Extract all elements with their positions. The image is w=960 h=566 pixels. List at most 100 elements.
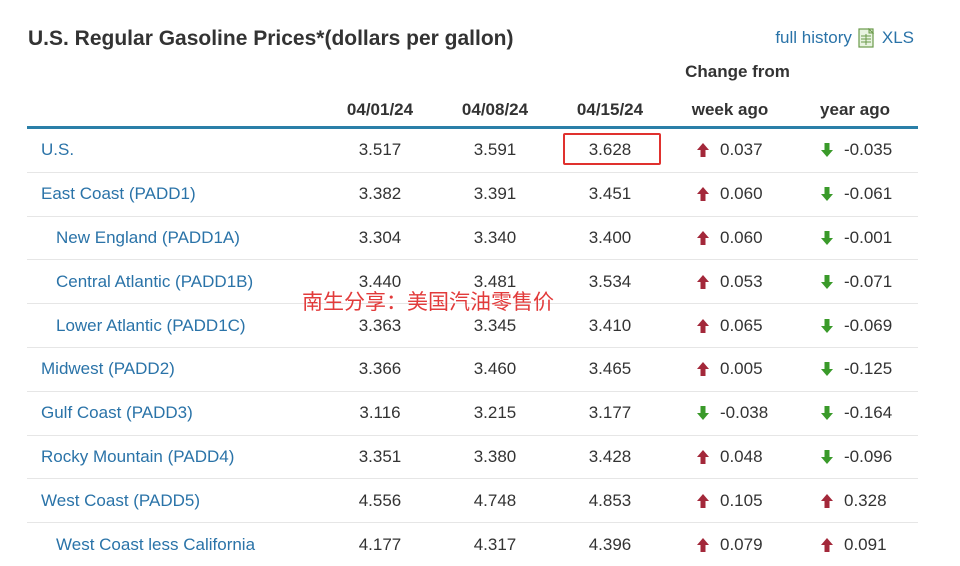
arrow-down-icon	[821, 318, 833, 333]
date-header-2: 04/08/24	[461, 100, 529, 119]
change-from-header: Change from	[685, 62, 790, 81]
arrow-up-icon	[821, 493, 833, 508]
week-change-cell: 0.060	[696, 217, 763, 260]
table-body: U.S. 3.517 3.591 3.628 0.037 -0.035 East Coast…	[27, 129, 918, 566]
week-change-value: 0.060	[720, 227, 763, 247]
price-cell: 3.534	[588, 271, 632, 291]
arrow-up-icon	[697, 537, 709, 552]
price-cell: 3.428	[588, 446, 632, 466]
arrow-down-icon	[821, 187, 833, 202]
date-header-1: 04/01/24	[346, 100, 414, 119]
table-row: West Coast less California 4.177 4.317 4.39…	[27, 523, 918, 566]
arrow-up-icon	[697, 187, 709, 202]
price-cell: 3.440	[358, 271, 402, 291]
arrow-up-icon	[697, 274, 709, 289]
price-cell: 3.451	[588, 184, 632, 204]
region-name-link[interactable]: Midwest (PADD2)	[41, 359, 175, 379]
xls-link[interactable]: XLS	[881, 28, 914, 47]
price-cell: 3.380	[473, 446, 517, 466]
week-change-cell: 0.065	[696, 304, 763, 347]
price-cell: 3.628	[588, 140, 632, 160]
arrow-down-icon	[821, 449, 833, 464]
region-name-link[interactable]: U.S.	[41, 140, 75, 160]
arrow-up-icon	[697, 143, 709, 158]
table-row: Gulf Coast (PADD3) 3.116 3.215 3.177 -0.038 -…	[27, 392, 918, 436]
price-cell: 4.748	[473, 490, 517, 510]
arrow-down-icon	[821, 406, 833, 421]
header-rule	[27, 126, 918, 129]
arrow-down-icon	[821, 362, 833, 377]
arrow-down-icon	[821, 274, 833, 289]
year-change-cell: -0.125	[820, 348, 892, 391]
week-change-value: -0.038	[720, 403, 769, 423]
arrow-down-icon	[697, 406, 709, 421]
price-cell: 3.382	[358, 184, 402, 204]
region-name-link[interactable]: West Coast less California	[56, 534, 256, 554]
arrow-up-icon	[697, 362, 709, 377]
page-title: U.S. Regular Gasoline Prices*(dollars pe…	[28, 27, 514, 50]
year-change-value: -0.071	[844, 271, 893, 291]
year-change-value: -0.125	[844, 359, 893, 379]
week-change-cell: 0.005	[696, 348, 763, 391]
week-change-value: 0.065	[720, 315, 763, 335]
year-change-cell: -0.035	[820, 129, 892, 172]
arrow-up-icon	[697, 449, 709, 464]
table-row: New England (PADD1A) 3.304 3.340 3.400 0.060…	[27, 217, 918, 261]
week-change-cell: 0.105	[696, 479, 763, 522]
region-name-link[interactable]: Gulf Coast (PADD3)	[41, 403, 193, 423]
region-name-link[interactable]: New England (PADD1A)	[56, 227, 240, 247]
region-name-link[interactable]: East Coast (PADD1)	[41, 184, 196, 204]
table-row: U.S. 3.517 3.591 3.628 0.037 -0.035	[27, 129, 918, 173]
price-cell: 3.517	[358, 140, 402, 160]
region-name-link[interactable]: Lower Atlantic (PADD1C)	[56, 315, 246, 335]
full-history-link[interactable]: full history	[775, 28, 852, 47]
week-change-cell: 0.060	[696, 173, 763, 216]
table-row: Rocky Mountain (PADD4) 3.351 3.380 3.428 0.0…	[27, 436, 918, 480]
price-cell: 3.345	[473, 315, 517, 335]
price-cell: 3.363	[358, 315, 402, 335]
price-cell: 3.481	[473, 271, 517, 291]
price-cell: 3.591	[473, 140, 517, 160]
week-change-cell: 0.037	[696, 129, 763, 172]
price-cell: 4.853	[588, 490, 632, 510]
date-header-3: 04/15/24	[576, 100, 644, 119]
highlight-box	[563, 133, 661, 165]
week-change-cell: 0.079	[696, 523, 763, 566]
week-change-value: 0.005	[720, 359, 763, 379]
price-cell: 3.116	[359, 403, 401, 423]
price-cell: 3.460	[473, 359, 517, 379]
table-row: Lower Atlantic (PADD1C) 3.363 3.345 3.410 0.…	[27, 304, 918, 348]
year-ago-header: year ago	[820, 100, 890, 119]
year-change-cell: -0.071	[820, 260, 892, 303]
year-change-cell: -0.061	[820, 173, 892, 216]
arrow-down-icon	[821, 230, 833, 245]
arrow-up-icon	[697, 318, 709, 333]
arrow-down-icon	[821, 143, 833, 158]
year-change-value: -0.069	[844, 315, 893, 335]
week-change-cell: 0.048	[696, 436, 763, 479]
year-change-value: -0.164	[844, 403, 893, 423]
price-cell: 4.317	[473, 534, 517, 554]
year-change-cell: 0.328	[820, 479, 887, 522]
arrow-up-icon	[697, 493, 709, 508]
spreadsheet-icon[interactable]	[858, 28, 876, 48]
price-cell: 3.366	[358, 359, 402, 379]
week-change-cell: -0.038	[696, 392, 768, 435]
year-change-cell: -0.069	[820, 304, 892, 347]
price-cell: 4.177	[358, 534, 402, 554]
price-cell: 3.400	[588, 227, 632, 247]
year-change-value: -0.061	[844, 184, 893, 204]
region-name-link[interactable]: West Coast (PADD5)	[41, 490, 201, 510]
week-change-cell: 0.053	[696, 260, 763, 303]
year-change-value: 0.328	[844, 490, 887, 510]
table-row: East Coast (PADD1) 3.382 3.391 3.451 0.060 -0…	[27, 173, 918, 217]
price-cell: 3.304	[358, 227, 402, 247]
region-name-link[interactable]: Central Atlantic (PADD1B)	[56, 271, 254, 291]
price-cell: 3.177	[588, 403, 632, 423]
region-name-link[interactable]: Rocky Mountain (PADD4)	[41, 446, 235, 466]
week-change-value: 0.037	[720, 140, 763, 160]
year-change-value: -0.035	[844, 140, 893, 160]
arrow-up-icon	[697, 230, 709, 245]
year-change-cell: 0.091	[820, 523, 887, 566]
table-row: West Coast (PADD5) 4.556 4.748 4.853 0.105 0.…	[27, 479, 918, 524]
